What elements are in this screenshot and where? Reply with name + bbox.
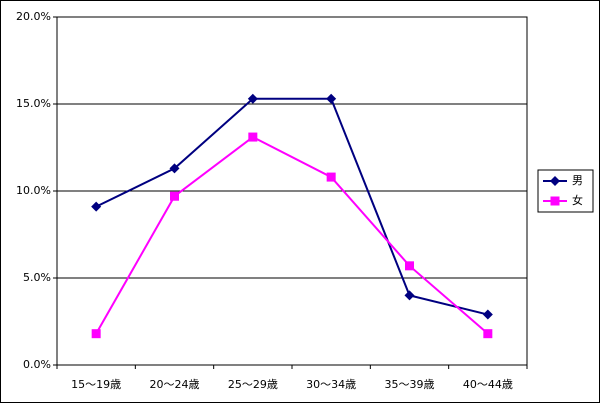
legend-label: 男 (572, 174, 583, 187)
data-point (326, 93, 337, 104)
data-point (326, 172, 336, 182)
y-tick-label: 5.0% (23, 271, 51, 284)
legend-marker (550, 196, 560, 206)
legend-marker (550, 176, 560, 186)
data-point (404, 290, 415, 301)
x-tick-label: 25～29歳 (228, 378, 278, 391)
series-line (95, 135, 489, 335)
data-point (483, 329, 493, 339)
x-tick-label: 40～44歳 (463, 378, 513, 391)
x-tick-label: 20～24歳 (150, 378, 200, 391)
data-point (169, 163, 180, 174)
legend-box (537, 169, 594, 213)
y-tick-label: 15.0% (16, 97, 51, 110)
y-tick-label: 10.0% (16, 184, 51, 197)
data-point (248, 132, 258, 142)
data-point (247, 93, 258, 104)
data-point (91, 201, 102, 212)
data-point (482, 309, 493, 320)
x-tick-label: 35～39歳 (385, 378, 435, 391)
data-point (91, 329, 101, 339)
series-line (95, 97, 489, 316)
y-tick-label: 0.0% (23, 358, 51, 371)
data-point (170, 191, 179, 201)
x-tick-label: 30～34歳 (306, 378, 356, 391)
x-tick-label: 15～19歳 (71, 378, 121, 391)
data-point (405, 261, 414, 271)
legend-label: 女 (572, 193, 583, 207)
y-tick-label: 20.0% (16, 10, 51, 23)
